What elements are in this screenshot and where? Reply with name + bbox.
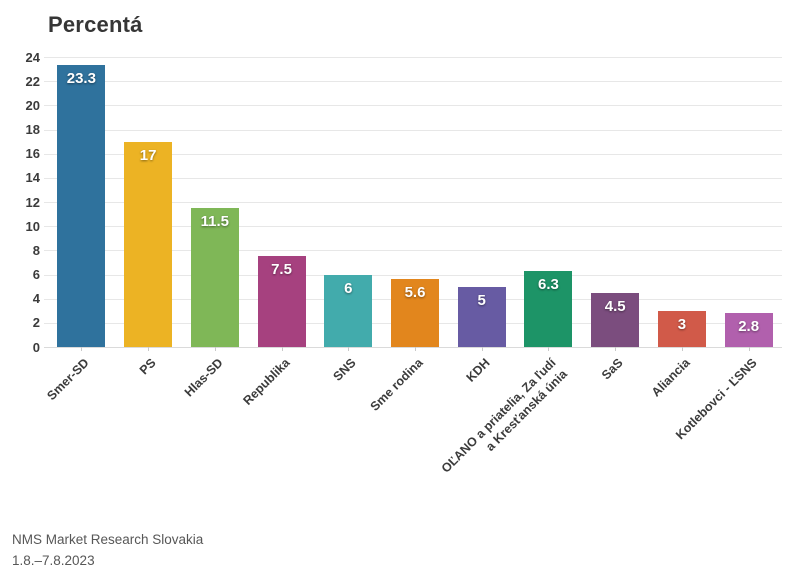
bar-value-label: 6 bbox=[344, 279, 353, 297]
bar-kdh: 5 bbox=[457, 286, 506, 347]
x-axis-tick bbox=[348, 347, 350, 351]
y-axis-tick-label: 10 bbox=[25, 218, 40, 234]
bar-value-label: 5.6 bbox=[404, 284, 426, 302]
y-axis-tick-label: 12 bbox=[25, 194, 40, 210]
bar-value-label: 17 bbox=[139, 146, 157, 164]
gridline bbox=[44, 274, 782, 276]
bar-value-label: 3 bbox=[677, 315, 687, 333]
x-axis-tick bbox=[81, 347, 83, 351]
gridline bbox=[44, 347, 782, 348]
x-axis-tick bbox=[415, 347, 416, 351]
bar-value-label: 6.3 bbox=[538, 275, 559, 293]
x-axis-tick bbox=[148, 347, 150, 351]
bar-republika: 7.5 bbox=[257, 256, 306, 347]
gridline bbox=[44, 81, 782, 83]
x-axis-tick bbox=[748, 347, 750, 351]
chart-title: Percentá bbox=[48, 12, 143, 37]
bar-chart: 0 2 4 6 8 10 12 14 16 18 20 22 24 23.3 Smer-SD 17 PS 11.5… bbox=[25, 49, 782, 476]
bar-hlas-sd: 11.5 bbox=[190, 208, 239, 347]
bar-kotlebovci-sns: 2.8 bbox=[724, 313, 773, 347]
gridline bbox=[44, 250, 782, 252]
gridline bbox=[44, 202, 782, 203]
chart-footer: NMS Market Research Slovakia 1.8.–7.8.20… bbox=[12, 529, 203, 571]
gridline bbox=[44, 226, 782, 228]
gridline bbox=[44, 153, 782, 155]
bar-value-label: 2.8 bbox=[738, 318, 760, 336]
y-axis-tick-label: 4 bbox=[32, 291, 40, 307]
x-axis-tick bbox=[281, 347, 283, 351]
x-axis-tick bbox=[481, 347, 483, 351]
x-axis-tick bbox=[548, 347, 550, 351]
x-axis-tick bbox=[615, 347, 617, 351]
gridline bbox=[44, 129, 782, 131]
x-axis-tick bbox=[681, 347, 683, 351]
y-axis-tick-label: 16 bbox=[25, 146, 40, 162]
y-axis-tick-label: 8 bbox=[32, 242, 40, 258]
bar-value-label: 11.5 bbox=[200, 213, 229, 231]
source-text: NMS Market Research Slovakia bbox=[12, 532, 204, 547]
x-axis-tick bbox=[214, 347, 216, 351]
y-axis-tick-label: 24 bbox=[25, 49, 40, 65]
y-axis-tick-label: 0 bbox=[32, 339, 40, 355]
gridline bbox=[44, 105, 782, 107]
x-axis-label-wrap: Kotlebovci - ĽSNS bbox=[509, 355, 760, 443]
y-axis-tick-label: 6 bbox=[32, 267, 40, 282]
y-axis-tick-label: 2 bbox=[32, 315, 40, 331]
bar-value-label: 5 bbox=[477, 291, 486, 309]
bar-sas: 4.5 bbox=[591, 292, 640, 347]
bar-smer-sd: 23.3 bbox=[57, 65, 106, 347]
gridline bbox=[44, 57, 782, 58]
y-axis-tick-label: 14 bbox=[25, 170, 40, 186]
bar-o-ano-a-priatelia-za-ud-: 6.3 bbox=[524, 270, 573, 347]
bar-ps: 17 bbox=[124, 141, 173, 347]
bar-value-label: 4.5 bbox=[604, 297, 626, 315]
bar-sme-rodina: 5.6 bbox=[391, 279, 439, 347]
y-axis-tick-label: 22 bbox=[25, 73, 40, 89]
date-range-text: 1.8.–7.8.2023 bbox=[12, 553, 95, 568]
gridline bbox=[44, 177, 782, 179]
y-axis-tick-label: 18 bbox=[25, 122, 40, 137]
y-axis-tick-label: 20 bbox=[25, 97, 40, 113]
bar-value-label: 23.3 bbox=[66, 70, 96, 88]
bar-sns: 6 bbox=[324, 274, 373, 347]
bar-aliancia: 3 bbox=[657, 310, 706, 347]
bar-value-label: 7.5 bbox=[271, 261, 292, 279]
